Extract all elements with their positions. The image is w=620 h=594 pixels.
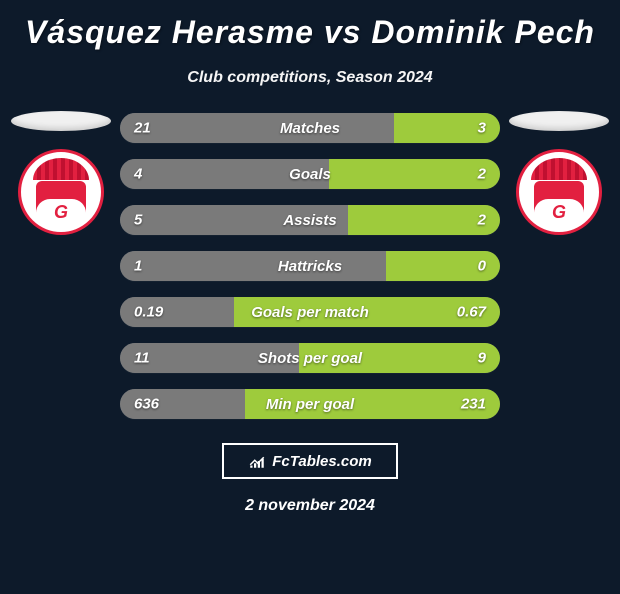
stat-row: 52Assists <box>120 205 500 235</box>
stat-label: Hattricks <box>120 258 500 275</box>
stat-label: Assists <box>120 212 500 229</box>
footer-logo: FcTables.com <box>222 443 398 479</box>
chart-icon <box>248 452 266 470</box>
footer-logo-text: FcTables.com <box>272 453 371 470</box>
left-flag-placeholder <box>11 111 111 131</box>
season-subtitle: Club competitions, Season 2024 <box>0 69 620 87</box>
left-player-side: G <box>6 111 116 235</box>
stat-row: 636231Min per goal <box>120 389 500 419</box>
stat-label: Goals <box>120 166 500 183</box>
left-club-badge: G <box>18 149 104 235</box>
right-flag-placeholder <box>509 111 609 131</box>
right-club-badge: G <box>516 149 602 235</box>
stats-bars: 213Matches 42Goals 52Assists 10Hattricks 0.1… <box>120 111 500 419</box>
stat-label: Min per goal <box>120 396 500 413</box>
stat-row: 42Goals <box>120 159 500 189</box>
comparison-content: G 213Matches 42Goals 52Assists 10Hattricks 0… <box>0 111 620 419</box>
stat-label: Goals per match <box>120 304 500 321</box>
stat-row: 213Matches <box>120 113 500 143</box>
stat-label: Matches <box>120 120 500 137</box>
left-badge-letter: G <box>36 199 86 225</box>
right-player-side: G <box>504 111 614 235</box>
footer-date: 2 november 2024 <box>0 497 620 515</box>
stat-row: 0.190.67Goals per match <box>120 297 500 327</box>
right-badge-letter: G <box>534 199 584 225</box>
stat-row: 10Hattricks <box>120 251 500 281</box>
stat-label: Shots per goal <box>120 350 500 367</box>
stat-row: 119Shots per goal <box>120 343 500 373</box>
page-title: Vásquez Herasme vs Dominik Pech <box>0 14 620 51</box>
